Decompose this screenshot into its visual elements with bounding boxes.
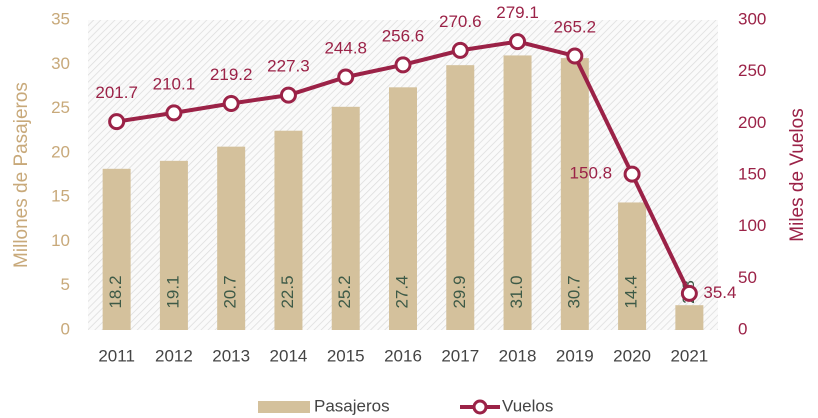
line-value-label: 35.4 (703, 283, 736, 302)
line-marker (337, 68, 355, 86)
bar (102, 168, 131, 330)
line-value-label: 265.2 (554, 17, 597, 36)
line-value-label: 244.8 (324, 39, 367, 58)
x-tick-label: 2021 (670, 346, 708, 365)
bar-value-label: 14.4 (622, 275, 641, 308)
x-tick-label: 2013 (212, 346, 250, 365)
line-value-label: 270.6 (439, 12, 482, 31)
y2-tick-label: 200 (738, 113, 766, 132)
line-value-label: 150.8 (570, 164, 613, 183)
x-tick-label: 2016 (384, 346, 422, 365)
line-marker (165, 104, 183, 122)
bar (560, 58, 589, 330)
x-tick-label: 2012 (155, 346, 193, 365)
y-tick-label: 20 (51, 142, 70, 161)
y-axis-title: Millones de Pasajeros (11, 82, 32, 268)
line-value-label: 227.3 (267, 57, 310, 76)
line-marker (394, 56, 412, 74)
bar-value-label: 29.9 (450, 275, 469, 308)
bar-value-label: 30.7 (564, 275, 583, 308)
bar-value-label: 31.0 (507, 275, 526, 308)
line-marker (279, 86, 297, 104)
bar-value-label: 19.1 (163, 275, 182, 308)
bar (274, 130, 303, 330)
bar (446, 65, 475, 331)
y-tick-label: 25 (51, 98, 70, 117)
bar (159, 160, 188, 330)
line-value-label: 210.1 (153, 74, 196, 93)
bar-value-label: 18.2 (106, 275, 125, 308)
line-marker (566, 47, 584, 65)
y-tick-label: 15 (51, 187, 70, 206)
x-tick-label: 2017 (441, 346, 479, 365)
x-tick-label: 2020 (613, 346, 651, 365)
x-tick-label: 2019 (556, 346, 594, 365)
y-tick-label: 0 (61, 319, 70, 338)
y2-tick-label: 250 (738, 61, 766, 80)
line-marker (623, 165, 641, 183)
line-marker (509, 33, 527, 51)
line-marker (680, 284, 698, 302)
bar (331, 106, 360, 330)
bar (675, 305, 704, 330)
line-value-label: 219.2 (210, 65, 253, 84)
bar (618, 202, 647, 330)
legend-swatch (258, 401, 310, 413)
y-tick-label: 5 (61, 275, 70, 294)
bar (503, 55, 532, 331)
x-tick-label: 2014 (270, 346, 308, 365)
bar-value-label: 22.5 (278, 275, 297, 308)
legend-label: Pasajeros (314, 396, 390, 415)
y2-axis-title: Miles de Vuelos (787, 108, 808, 241)
line-marker (108, 113, 126, 131)
x-tick-label: 2018 (499, 346, 537, 365)
bar-value-label: 25.2 (335, 275, 354, 308)
line-marker (451, 41, 469, 59)
bar (389, 87, 417, 330)
line-value-label: 279.1 (496, 3, 539, 22)
bar-value-label: 27.4 (392, 275, 411, 308)
x-tick-label: 2011 (98, 346, 135, 365)
y2-tick-label: 0 (738, 319, 747, 338)
y-tick-label: 10 (51, 231, 70, 250)
line-value-label: 201.7 (95, 83, 138, 102)
y2-tick-label: 100 (738, 216, 766, 235)
y-tick-label: 35 (51, 9, 70, 28)
y2-tick-label: 50 (738, 268, 757, 287)
line-marker (222, 94, 240, 112)
y-tick-label: 30 (51, 54, 70, 73)
bar (217, 146, 246, 330)
bar-value-label: 20.7 (221, 275, 240, 308)
x-tick-label: 2015 (327, 346, 365, 365)
y2-tick-label: 150 (738, 164, 766, 183)
y2-tick-label: 300 (738, 9, 766, 28)
legend-swatch (472, 399, 488, 415)
line-value-label: 256.6 (382, 26, 425, 45)
legend-label: Vuelos (502, 396, 553, 415)
